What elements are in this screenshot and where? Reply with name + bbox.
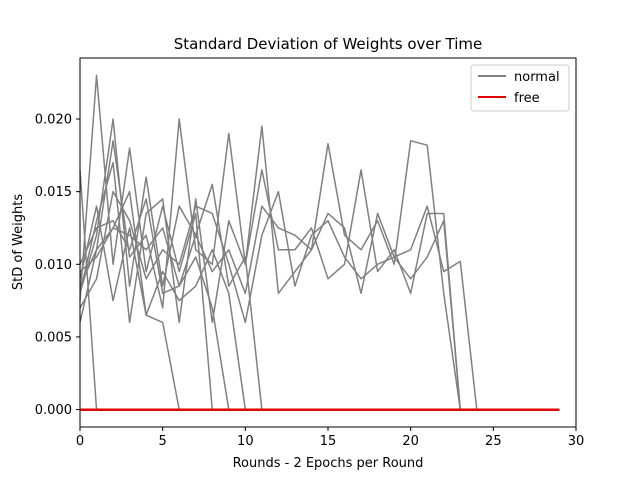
x-axis-ticks: 0 5 10 15 20 25 30 (76, 427, 584, 449)
series-line-normal-4 (79, 205, 180, 410)
x-tick-label: 0 (76, 434, 84, 449)
series-line-normal-1 (79, 169, 98, 410)
y-tick-label: 0.005 (35, 330, 72, 345)
x-tick-label: 5 (159, 434, 167, 449)
y-axis-ticks: 0.000 0.005 0.010 0.015 0.020 (35, 113, 80, 418)
legend-label-free: free (514, 91, 540, 106)
x-axis-label: Rounds - 2 Epochs per Round (233, 456, 424, 471)
x-tick-label: 15 (320, 434, 337, 449)
series-line-normal-10 (79, 205, 462, 410)
x-tick-label: 25 (485, 434, 502, 449)
y-tick-label: 0.015 (35, 185, 72, 200)
x-tick-label: 30 (568, 434, 585, 449)
legend-label-normal: normal (514, 70, 560, 85)
series-line-normal-8 (79, 161, 462, 410)
series-line-normal-2 (79, 74, 214, 410)
y-tick-label: 0.000 (35, 403, 72, 418)
plot-lines (79, 74, 560, 411)
series-line-normal-5 (79, 198, 230, 410)
y-axis-label: StD of Weights (11, 194, 26, 290)
y-tick-label: 0.010 (35, 258, 72, 273)
x-tick-label: 10 (237, 434, 254, 449)
series-line-normal-3 (79, 118, 263, 410)
series-line-normal-6 (79, 190, 478, 410)
x-tick-label: 20 (402, 434, 419, 449)
legend: normal free (470, 64, 570, 112)
chart-title: Standard Deviation of Weights over Time (174, 35, 483, 53)
y-tick-label: 0.020 (35, 113, 72, 128)
